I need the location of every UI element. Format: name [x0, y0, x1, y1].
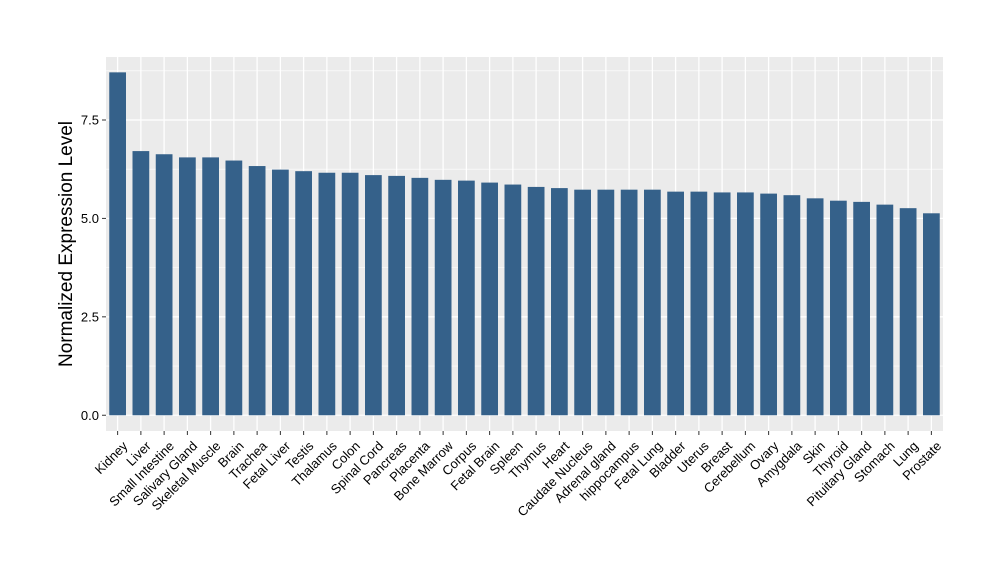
bar	[504, 184, 522, 416]
bar	[411, 177, 429, 416]
bar	[434, 179, 452, 416]
bar	[155, 154, 173, 416]
bar	[527, 186, 545, 416]
bar	[574, 189, 591, 416]
bar	[225, 160, 243, 416]
bar	[853, 201, 870, 416]
y-tick-label: 7.5	[81, 112, 99, 127]
bar	[806, 198, 824, 416]
bar	[179, 157, 196, 416]
bar	[923, 213, 940, 416]
bar	[760, 193, 777, 416]
bar	[737, 192, 754, 416]
bar	[597, 189, 615, 416]
bar	[365, 175, 382, 416]
bar	[830, 200, 847, 416]
bar	[272, 169, 289, 416]
bar	[388, 175, 405, 416]
bar	[620, 189, 638, 416]
bar	[295, 171, 312, 416]
bar	[318, 172, 336, 416]
bar	[783, 195, 801, 416]
minor-gridlines	[106, 70, 943, 367]
bar	[248, 166, 266, 416]
bar	[458, 180, 475, 416]
bar	[481, 182, 498, 416]
bar	[690, 191, 708, 416]
y-axis: 0.0 2.5 5.0 7.5	[81, 112, 106, 423]
bar	[132, 151, 150, 416]
y-tick-label: 0.0	[81, 408, 99, 423]
bar	[341, 172, 359, 416]
y-tick-label: 5.0	[81, 211, 99, 226]
bar	[667, 191, 684, 416]
bar	[713, 192, 731, 416]
y-tick-label: 2.5	[81, 309, 99, 324]
bar	[899, 208, 917, 416]
bar	[876, 204, 894, 416]
bar	[551, 188, 568, 416]
y-axis-title: Normalized Expression Level	[56, 121, 77, 367]
bar	[109, 72, 126, 416]
bar	[202, 157, 219, 416]
bars	[109, 72, 940, 416]
bar	[644, 189, 661, 416]
plot-panel	[106, 57, 943, 431]
